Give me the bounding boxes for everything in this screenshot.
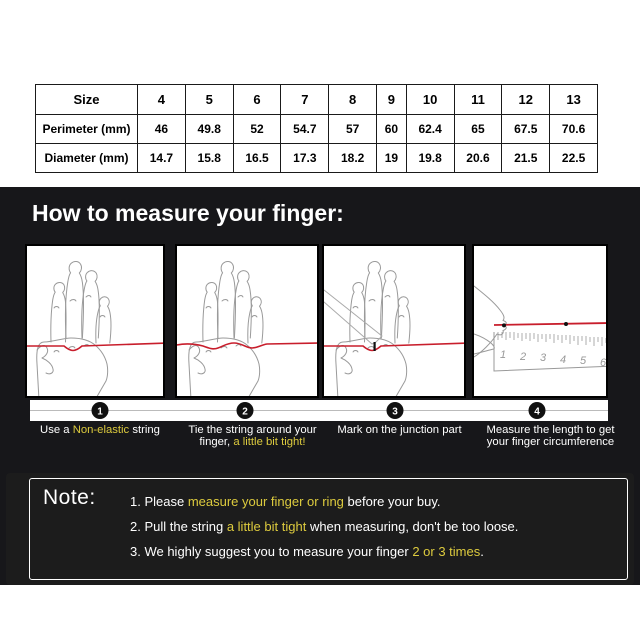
svg-text:4: 4 [534,407,540,418]
svg-text:2: 2 [242,407,248,418]
svg-text:3: 3 [392,407,398,418]
svg-text:3: 3 [540,352,547,364]
svg-text:1: 1 [97,407,103,418]
svg-text:1: 1 [500,349,506,361]
svg-text:2: 2 [519,351,526,363]
svg-text:5: 5 [580,355,587,367]
svg-text:4: 4 [560,354,566,366]
svg-text:6: 6 [600,357,607,369]
